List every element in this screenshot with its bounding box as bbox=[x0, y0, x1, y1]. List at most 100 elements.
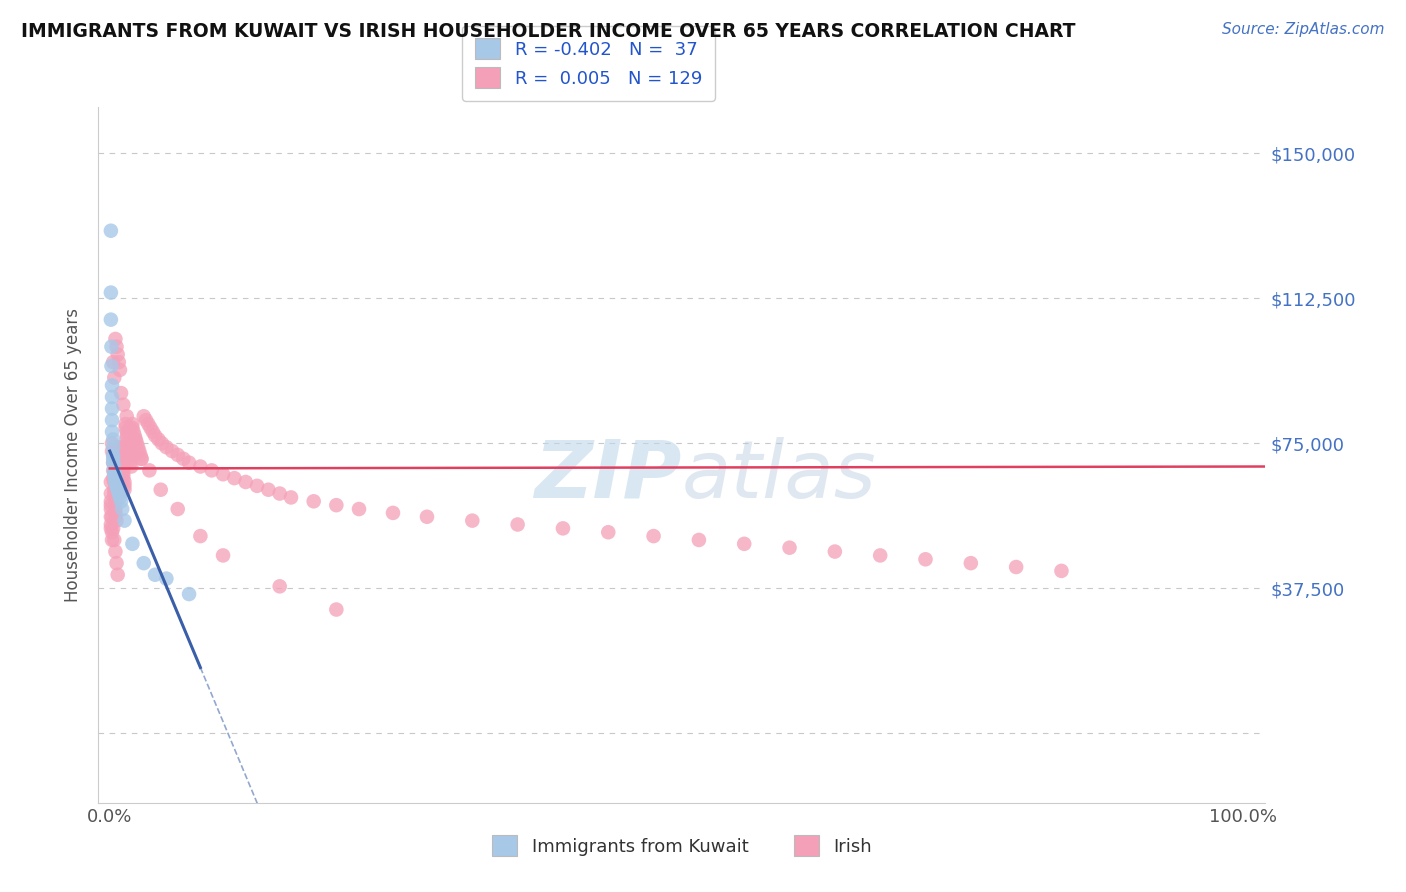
Point bbox=[117, 436, 139, 450]
Point bbox=[101, 440, 124, 454]
Point bbox=[125, 436, 148, 450]
Point bbox=[120, 456, 142, 470]
Point bbox=[143, 567, 166, 582]
Point bbox=[177, 587, 200, 601]
Point bbox=[131, 451, 153, 466]
Point bbox=[107, 481, 129, 495]
Point bbox=[112, 463, 135, 477]
Point bbox=[118, 448, 141, 462]
Point bbox=[108, 479, 131, 493]
Point bbox=[325, 498, 347, 512]
Point bbox=[103, 466, 125, 480]
Point bbox=[103, 483, 125, 497]
Point bbox=[107, 456, 129, 470]
Point bbox=[325, 602, 347, 616]
Point bbox=[120, 451, 142, 466]
Point bbox=[506, 517, 529, 532]
Point bbox=[108, 475, 131, 489]
Point bbox=[124, 433, 146, 447]
Point bbox=[104, 475, 127, 489]
Point bbox=[461, 514, 484, 528]
Point bbox=[110, 494, 132, 508]
Point bbox=[100, 359, 122, 373]
Point bbox=[101, 509, 124, 524]
Point bbox=[257, 483, 280, 497]
Point bbox=[110, 448, 132, 462]
Point bbox=[112, 398, 135, 412]
Point bbox=[160, 444, 183, 458]
Point bbox=[111, 451, 134, 466]
Point bbox=[135, 413, 157, 427]
Point bbox=[138, 463, 160, 477]
Point bbox=[105, 444, 128, 458]
Point bbox=[108, 486, 131, 500]
Point bbox=[104, 509, 127, 524]
Point bbox=[129, 448, 152, 462]
Point bbox=[108, 363, 131, 377]
Point bbox=[115, 425, 138, 439]
Point bbox=[104, 332, 127, 346]
Point bbox=[101, 448, 124, 462]
Point bbox=[100, 517, 122, 532]
Point bbox=[190, 459, 212, 474]
Point bbox=[105, 448, 128, 462]
Point bbox=[269, 579, 291, 593]
Point bbox=[224, 471, 246, 485]
Point bbox=[104, 506, 127, 520]
Point bbox=[128, 444, 150, 458]
Point bbox=[111, 502, 134, 516]
Point bbox=[108, 483, 131, 497]
Point bbox=[114, 479, 136, 493]
Point bbox=[101, 451, 124, 466]
Legend: Immigrants from Kuwait, Irish: Immigrants from Kuwait, Irish bbox=[485, 828, 879, 863]
Point bbox=[100, 285, 122, 300]
Point bbox=[269, 486, 291, 500]
Point bbox=[121, 421, 143, 435]
Point bbox=[103, 463, 125, 477]
Point bbox=[101, 401, 124, 416]
Y-axis label: Householder Income Over 65 years: Householder Income Over 65 years bbox=[65, 308, 83, 602]
Point bbox=[101, 471, 124, 485]
Point bbox=[121, 537, 143, 551]
Point bbox=[104, 502, 127, 516]
Point bbox=[103, 467, 125, 482]
Point bbox=[125, 433, 148, 447]
Point bbox=[100, 521, 122, 535]
Text: ZIP: ZIP bbox=[534, 437, 682, 515]
Point bbox=[149, 483, 172, 497]
Point bbox=[177, 456, 200, 470]
Point bbox=[105, 476, 128, 491]
Point bbox=[107, 451, 129, 466]
Point bbox=[1050, 564, 1073, 578]
Point bbox=[100, 498, 122, 512]
Point bbox=[100, 312, 122, 326]
Point bbox=[108, 491, 131, 505]
Point bbox=[107, 463, 129, 477]
Point bbox=[416, 509, 439, 524]
Point bbox=[733, 537, 755, 551]
Point bbox=[101, 444, 124, 458]
Point bbox=[101, 448, 124, 462]
Point bbox=[100, 486, 122, 500]
Point bbox=[1005, 560, 1028, 574]
Point bbox=[103, 486, 125, 500]
Point bbox=[100, 494, 122, 508]
Text: atlas: atlas bbox=[682, 437, 877, 515]
Point bbox=[959, 556, 981, 570]
Point bbox=[688, 533, 710, 547]
Point bbox=[111, 459, 134, 474]
Point bbox=[105, 440, 128, 454]
Point bbox=[103, 370, 125, 384]
Point bbox=[107, 347, 129, 361]
Point bbox=[111, 456, 134, 470]
Point bbox=[127, 440, 149, 454]
Point bbox=[150, 436, 173, 450]
Point bbox=[105, 514, 128, 528]
Point bbox=[101, 525, 124, 540]
Point bbox=[105, 556, 128, 570]
Point bbox=[107, 567, 129, 582]
Point bbox=[124, 428, 146, 442]
Point bbox=[155, 440, 177, 454]
Point bbox=[101, 521, 124, 535]
Point bbox=[110, 386, 132, 401]
